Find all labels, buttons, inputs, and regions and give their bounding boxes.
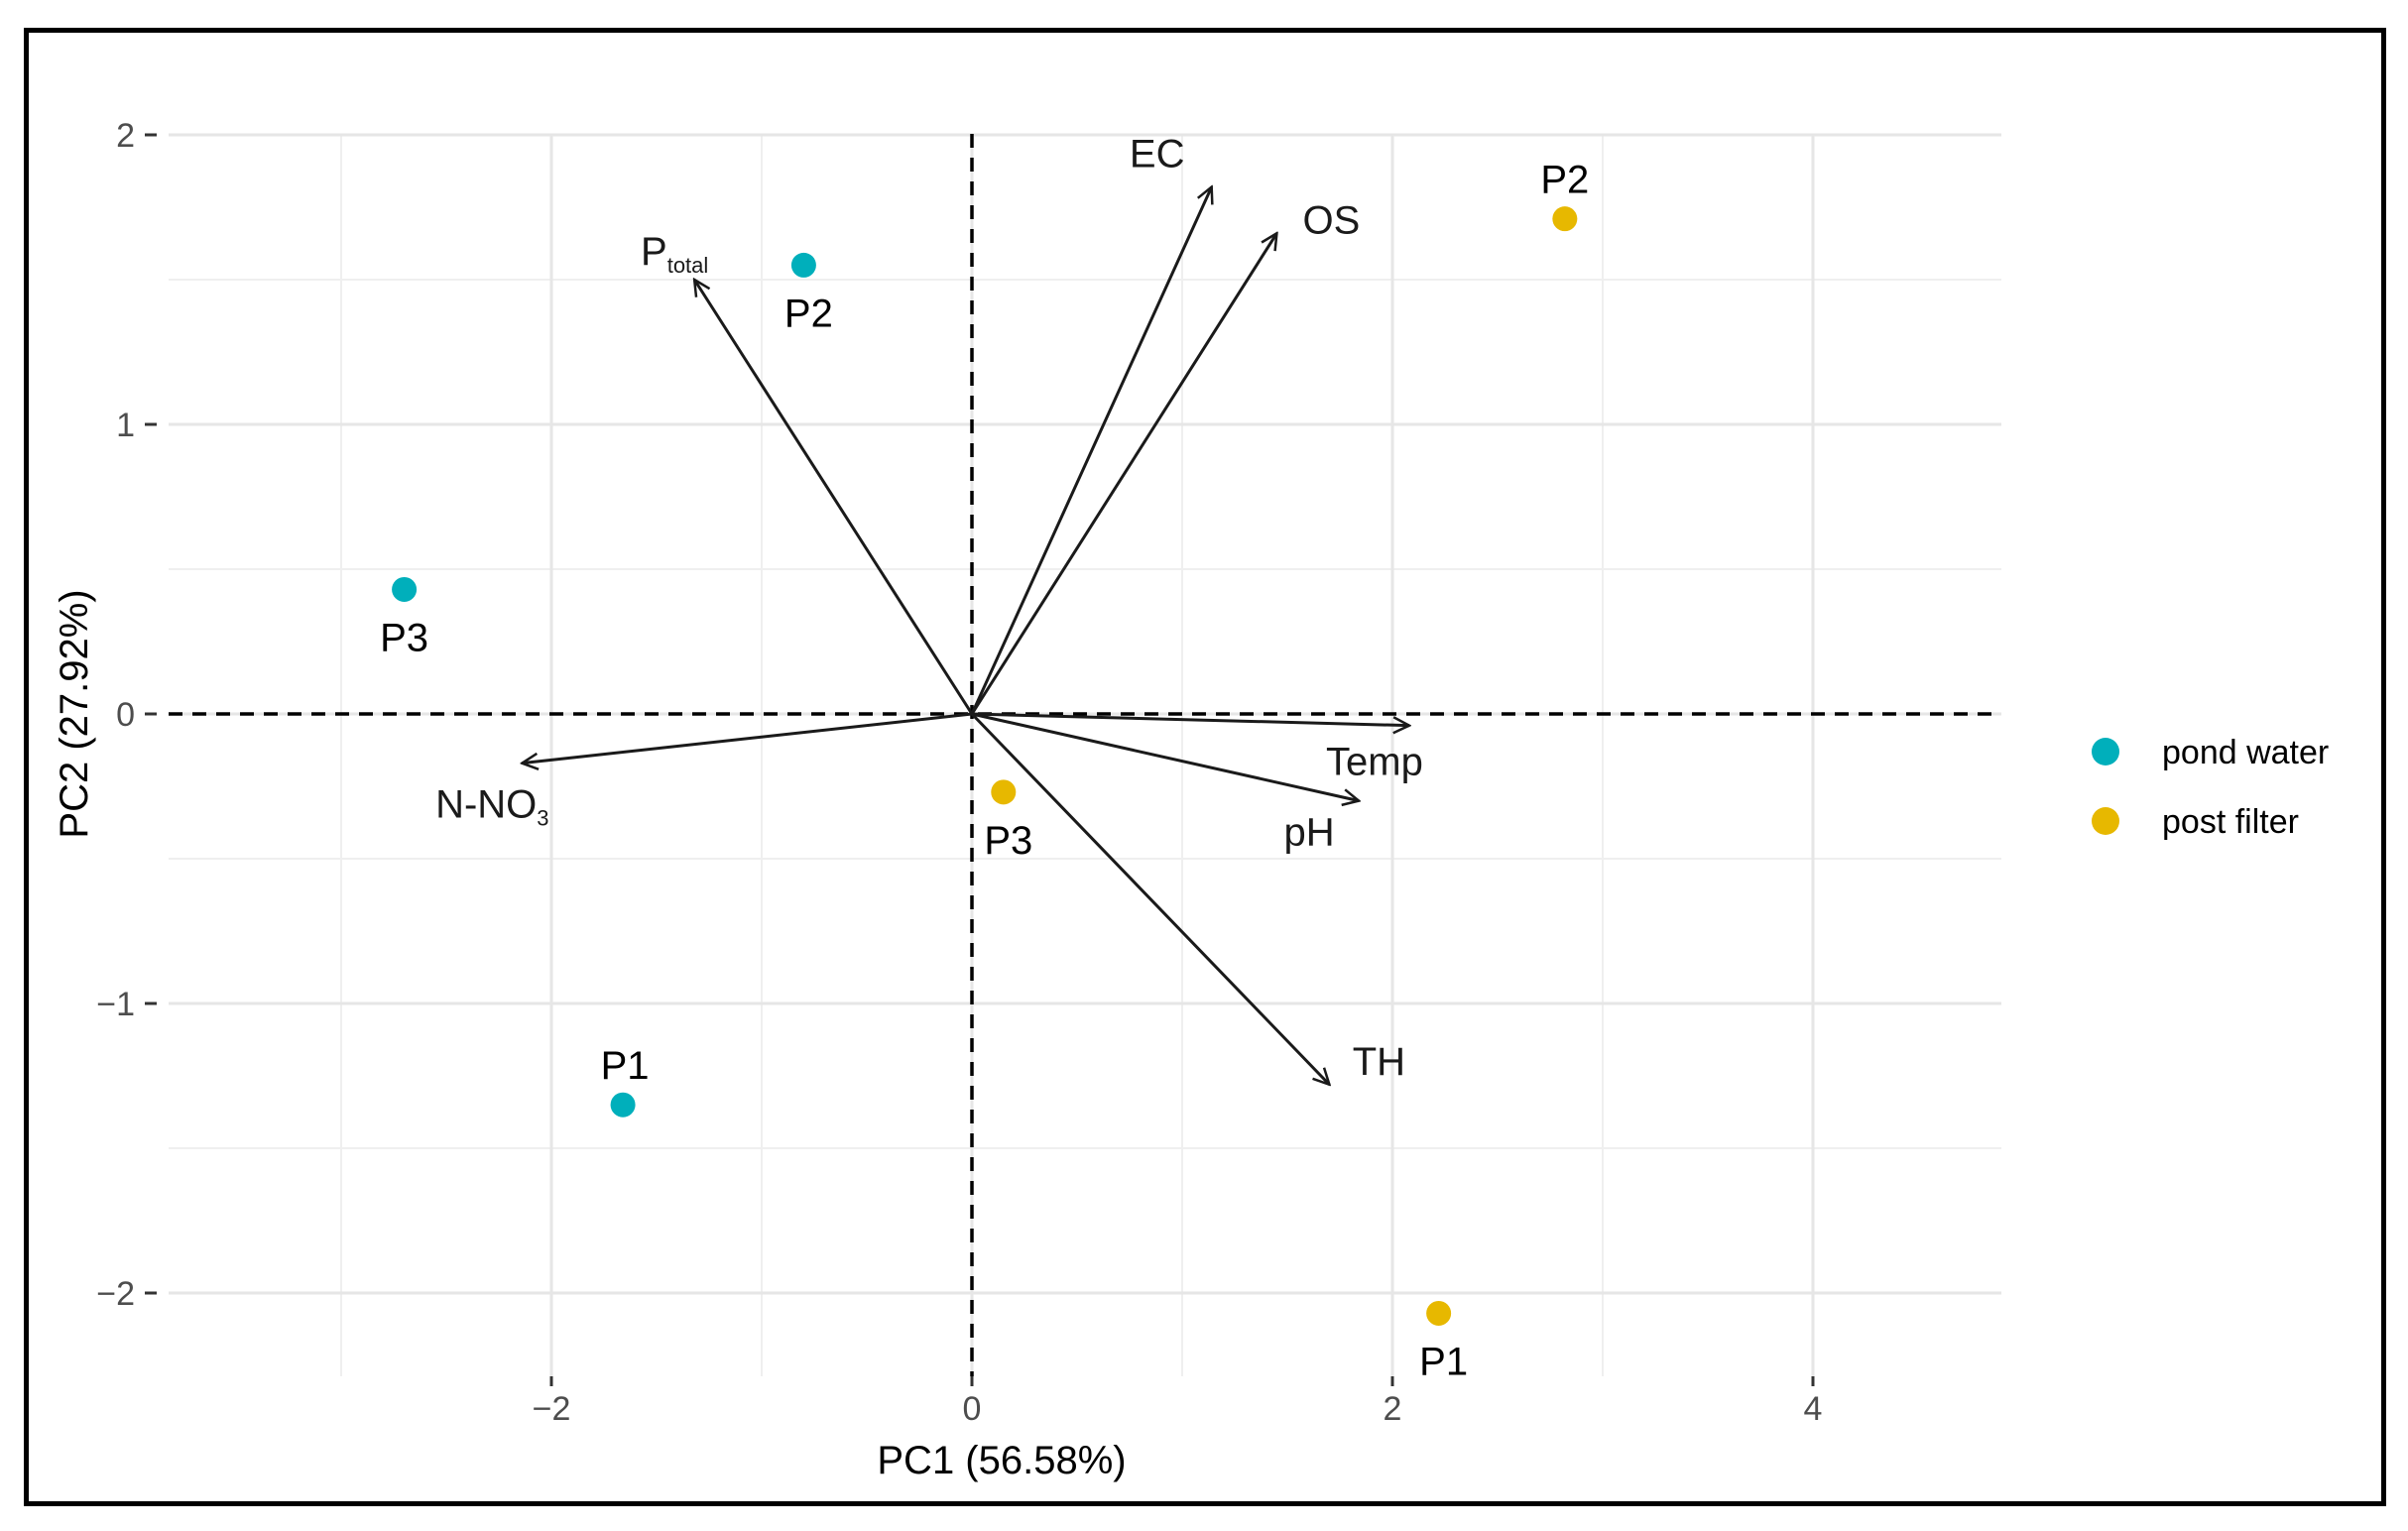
minor-gridlines <box>169 134 2001 1376</box>
loading-arrow-p-total <box>694 280 974 715</box>
legend: pond water post filter <box>2092 734 2329 841</box>
x-axis-title: PC1 (56.58%) <box>877 1439 1126 1482</box>
variable-label-n-no3: N-NO3 <box>435 783 548 831</box>
point-label-pond-water-p2: P2 <box>784 292 833 335</box>
loading-arrow-os <box>970 233 1276 715</box>
legend-label-post-filter: post filter <box>2162 803 2299 841</box>
variable-label-temp: Temp <box>1326 741 1423 784</box>
loading-arrow-temp <box>971 712 1409 726</box>
legend-swatch-post-filter <box>2092 807 2119 835</box>
x-tick-label: 0 <box>963 1390 982 1428</box>
score-points <box>392 206 1578 1326</box>
y-tick-label: −1 <box>96 986 135 1023</box>
x-tick-label: −2 <box>533 1390 571 1428</box>
variable-label-os: OS <box>1303 198 1361 242</box>
point-post-filter-p3 <box>991 779 1017 805</box>
variable-label-th: TH <box>1353 1040 1405 1084</box>
loading-arrow-ph <box>971 712 1359 801</box>
variable-label-ec: EC <box>1130 133 1185 177</box>
x-tick-label: 4 <box>1804 1390 1823 1428</box>
y-tick-label: 1 <box>116 407 135 444</box>
point-label-pond-water-p1: P1 <box>601 1044 650 1088</box>
y-tick-label: −2 <box>96 1275 135 1313</box>
point-labels: EC OS Ptotal Temp pH N-NO3 TH P2 P3 P1 P2 P3 P1 <box>380 133 1589 1384</box>
point-label-pond-water-p3: P3 <box>380 616 428 659</box>
y-tick-label: 2 <box>116 117 135 155</box>
point-label-post-filter-p2: P2 <box>1540 159 1589 202</box>
y-tick-label: 0 <box>116 696 135 734</box>
x-tick-label: 2 <box>1384 1390 1402 1428</box>
point-pond-water-p3 <box>392 576 418 602</box>
point-pond-water-p2 <box>790 252 816 278</box>
major-gridlines <box>169 133 2001 1376</box>
legend-label-pond-water: pond water <box>2162 734 2329 771</box>
point-post-filter-p2 <box>1552 206 1578 232</box>
loading-arrow-th <box>970 712 1329 1085</box>
legend-swatch-pond-water <box>2092 738 2119 766</box>
variable-label-p-total: Ptotal <box>641 230 708 278</box>
variable-label-ph: pH <box>1284 811 1335 855</box>
point-label-post-filter-p3: P3 <box>984 819 1032 863</box>
axis-ticks: −2 0 2 4 2 1 0 −1 −2 <box>96 117 1822 1428</box>
zero-reference-lines <box>169 134 2001 1376</box>
loading-arrow-n-no3 <box>522 712 973 764</box>
point-label-post-filter-p1: P1 <box>1419 1340 1468 1383</box>
point-pond-water-p1 <box>610 1092 636 1118</box>
loading-arrows <box>522 187 1409 1085</box>
point-post-filter-p1 <box>1426 1300 1452 1326</box>
loading-arrow-ec <box>970 187 1212 715</box>
y-axis-title: PC2 (27.92%) <box>53 589 96 838</box>
